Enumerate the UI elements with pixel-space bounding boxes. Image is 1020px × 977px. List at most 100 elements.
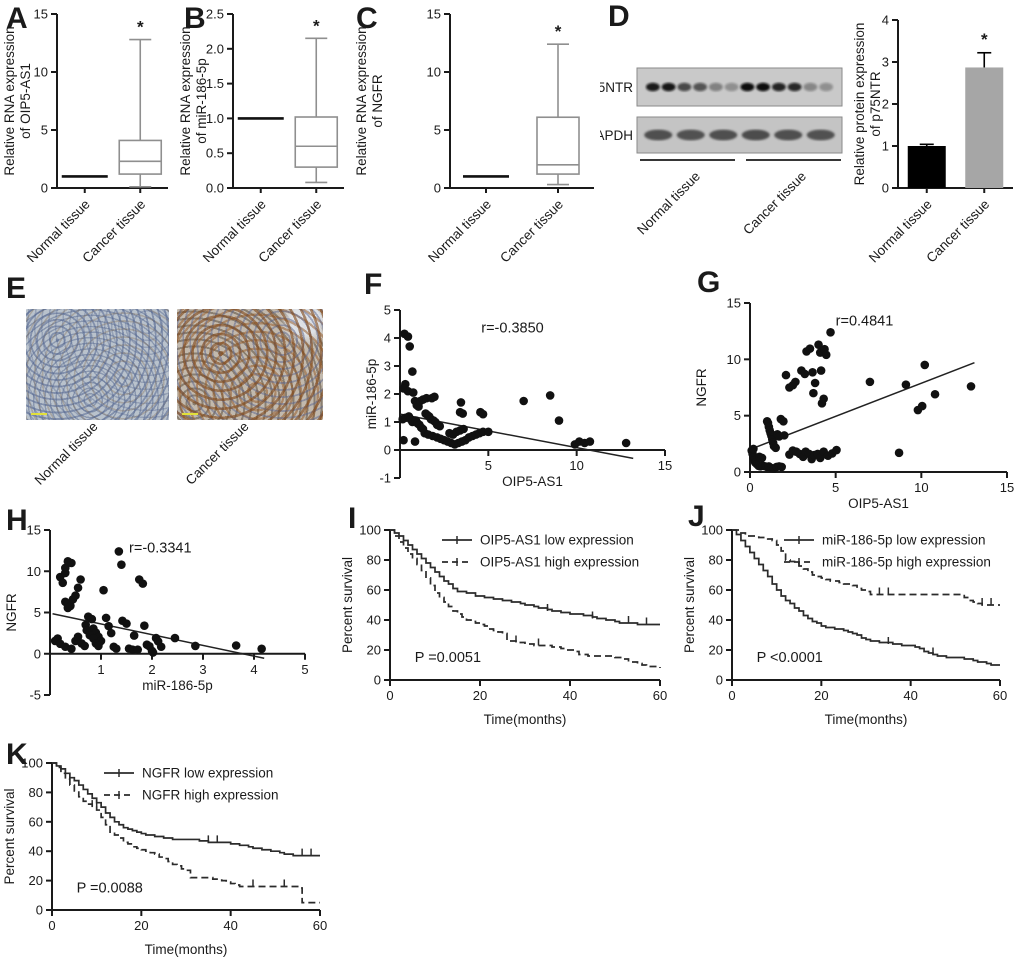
svg-text:15: 15: [1000, 480, 1014, 495]
svg-text:4: 4: [384, 331, 391, 346]
svg-text:10: 10: [27, 564, 41, 579]
svg-text:20: 20: [473, 688, 487, 703]
svg-text:miR-186-5p: miR-186-5p: [364, 359, 379, 430]
svg-text:0: 0: [34, 646, 41, 661]
svg-text:0: 0: [728, 688, 735, 703]
svg-text:OIP5-AS1: OIP5-AS1: [502, 474, 563, 489]
svg-text:40: 40: [29, 844, 43, 859]
svg-text:Percent survival: Percent survival: [340, 557, 355, 653]
panel-k-survival: 0 20 40 60 80 100 0 20 40 60 NGFR low expression NG…: [0, 745, 340, 977]
svg-text:r=-0.3341: r=-0.3341: [129, 540, 191, 556]
svg-text:Relative RNA expression: Relative RNA expression: [2, 26, 17, 175]
scatter-ngfr-vs-oip5: 0 5 10 15 0 5 10 15 r=0.4841 OIP5-AS1 NGFR: [694, 296, 1014, 512]
svg-text:80: 80: [709, 553, 723, 568]
svg-text:10: 10: [914, 480, 928, 495]
svg-text:of NGFR: of NGFR: [370, 74, 385, 128]
svg-text:10: 10: [727, 352, 741, 367]
svg-text:OIP5-AS1 high expression: OIP5-AS1 high expression: [480, 555, 639, 570]
svg-text:*: *: [981, 30, 988, 49]
svg-text:1: 1: [384, 415, 391, 430]
ihc-image-normal-tissue: [26, 309, 169, 420]
svg-text:1.0: 1.0: [206, 111, 224, 126]
svg-text:2: 2: [882, 97, 889, 112]
svg-text:P <0.0001: P <0.0001: [757, 650, 823, 666]
svg-text:1: 1: [97, 662, 104, 677]
boxplot-ngfr: 0 5 10 15 Normal tissue Cancer tissue * Relativ…: [354, 7, 594, 265]
panel-e-ihc: Normal tissue Cancer tissue: [0, 270, 350, 510]
svg-text:Normal tissue: Normal tissue: [425, 197, 494, 262]
scatter-ngfr-vs-mir186: -5 0 5 10 15 1 2 3 4 5 r=-0.3341 miR-186-5p NGFR: [4, 523, 309, 703]
svg-text:2.5: 2.5: [206, 7, 224, 22]
svg-text:NGFR low expression: NGFR low expression: [142, 766, 273, 781]
svg-text:P =0.0051: P =0.0051: [415, 650, 481, 666]
svg-text:p75NTR: p75NTR: [600, 80, 633, 95]
svg-text:60: 60: [29, 814, 43, 829]
svg-text:*: *: [137, 18, 144, 37]
svg-text:2.0: 2.0: [206, 41, 224, 56]
svg-text:10: 10: [34, 65, 48, 80]
svg-text:0: 0: [716, 673, 723, 688]
svg-text:10: 10: [569, 458, 583, 473]
svg-text:3: 3: [199, 662, 206, 677]
svg-text:OIP5-AS1: OIP5-AS1: [848, 496, 909, 511]
svg-text:OIP5-AS1 low expression: OIP5-AS1 low expression: [480, 533, 634, 548]
svg-text:GAPDH: GAPDH: [600, 128, 633, 143]
svg-text:20: 20: [29, 873, 43, 888]
svg-text:15: 15: [427, 7, 441, 22]
km-curve-oip5-as1: 0 20 40 60 80 100 0 20 40 60 OIP5-AS1 low expressi…: [340, 523, 667, 728]
svg-text:0: 0: [41, 181, 48, 196]
ihc-label-cancer: Cancer tissue: [182, 418, 252, 488]
svg-text:*: *: [555, 22, 562, 41]
svg-text:0: 0: [746, 480, 753, 495]
svg-text:0: 0: [36, 903, 43, 918]
panel-d-western-blot: p75NTR GAPDH Normal tissue Cancer tissue: [583, 0, 850, 270]
svg-text:40: 40: [563, 688, 577, 703]
svg-text:-5: -5: [29, 688, 41, 703]
svg-text:80: 80: [367, 553, 381, 568]
svg-text:Relative protein expression: Relative protein expression: [852, 23, 867, 186]
svg-text:NGFR high expression: NGFR high expression: [142, 788, 279, 803]
svg-text:2: 2: [384, 387, 391, 402]
panel-letter-i: I: [348, 502, 357, 535]
svg-text:0: 0: [434, 181, 441, 196]
svg-text:40: 40: [903, 688, 917, 703]
svg-text:5: 5: [832, 480, 839, 495]
svg-text:Cancer tissue: Cancer tissue: [740, 169, 809, 238]
svg-text:of p75NTR: of p75NTR: [868, 71, 883, 137]
svg-text:20: 20: [814, 688, 828, 703]
panel-i-survival: 0 20 40 60 80 100 0 20 40 60 OIP5-AS1 low expressi…: [338, 512, 680, 752]
svg-text:Time(months): Time(months): [825, 712, 908, 727]
svg-text:0: 0: [386, 688, 393, 703]
ihc-label-normal: Normal tissue: [31, 418, 101, 488]
svg-text:15: 15: [34, 7, 48, 22]
svg-text:100: 100: [359, 523, 381, 538]
svg-text:20: 20: [134, 918, 148, 933]
svg-text:-1: -1: [379, 471, 391, 486]
svg-text:miR-186-5p high expression: miR-186-5p high expression: [822, 555, 991, 570]
svg-text:10: 10: [427, 65, 441, 80]
scatter-mir186-vs-oip5: -1 0 1 2 3 4 5 5 10 15 r=-0.3850 OIP5-AS1 miR-186-5p: [364, 303, 672, 490]
svg-text:Relative RNA expression: Relative RNA expression: [354, 26, 369, 175]
western-blot-image: p75NTR GAPDH Normal tissue Cancer tissue: [583, 67, 843, 238]
svg-text:4: 4: [882, 13, 889, 28]
svg-text:0: 0: [374, 673, 381, 688]
svg-text:of miR-186-5p: of miR-186-5p: [194, 58, 209, 144]
svg-text:5: 5: [301, 662, 308, 677]
svg-text:NGFR: NGFR: [694, 368, 709, 406]
svg-text:0.0: 0.0: [206, 181, 224, 196]
svg-text:r=-0.3850: r=-0.3850: [481, 320, 543, 336]
scale-bar: [182, 413, 198, 415]
panel-letter-e: E: [6, 272, 27, 305]
svg-text:r=0.4841: r=0.4841: [836, 314, 894, 330]
svg-text:3: 3: [882, 55, 889, 70]
svg-text:0.5: 0.5: [206, 146, 224, 161]
svg-text:100: 100: [701, 523, 723, 538]
svg-text:60: 60: [367, 583, 381, 598]
panel-h-scatter: -5 0 5 10 15 1 2 3 4 5 r=-0.3341 miR-186-5p NGFR: [0, 512, 335, 752]
svg-text:60: 60: [709, 583, 723, 598]
svg-text:Normal tissue: Normal tissue: [634, 169, 703, 238]
svg-text:5: 5: [434, 123, 441, 138]
